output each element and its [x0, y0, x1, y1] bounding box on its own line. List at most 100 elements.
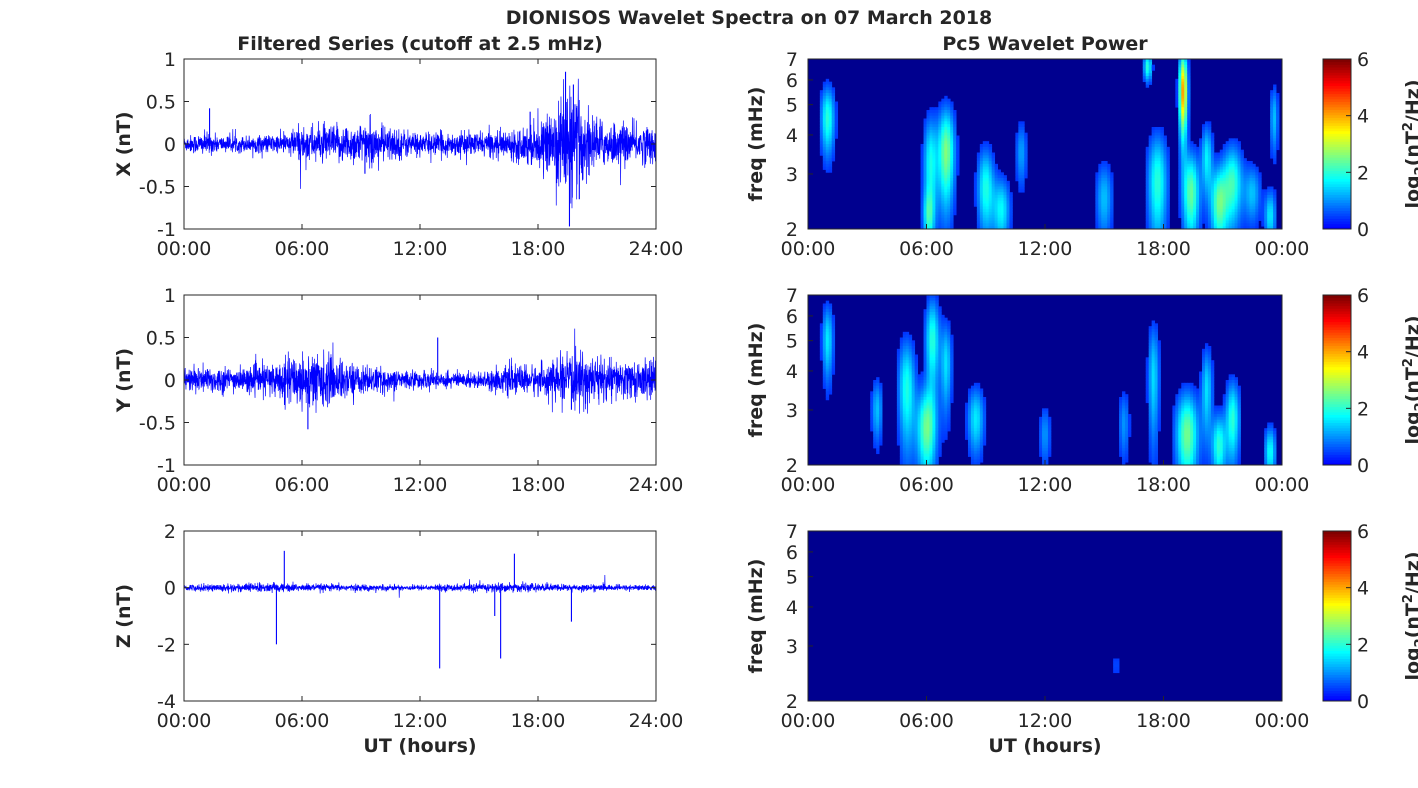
heatmap-cell — [1015, 155, 1019, 159]
heatmap-cell — [822, 166, 827, 170]
heatmap-cell — [908, 346, 913, 350]
heatmap-cell — [1124, 431, 1129, 435]
heatmap-cell — [1172, 442, 1176, 446]
heatmap-cell — [1157, 203, 1161, 207]
colorbar-step — [1323, 96, 1351, 100]
heatmap-cell — [825, 149, 830, 153]
heatmap-cell — [1157, 152, 1161, 156]
heatmap-cell — [822, 306, 827, 310]
heatmap-cell — [1225, 200, 1230, 204]
heatmap-cell — [1178, 431, 1182, 435]
heatmap-cell — [956, 169, 960, 173]
heatmap-cell — [825, 141, 830, 145]
heatmap-cell — [1199, 448, 1203, 452]
heatmap-cell — [1213, 450, 1218, 455]
heatmap-cell — [1225, 152, 1230, 156]
heatmap-cell — [947, 138, 951, 142]
heatmap-cell — [831, 317, 836, 321]
heatmap-cell — [929, 380, 933, 384]
heatmap-cell — [920, 214, 924, 219]
heatmap-cell — [1204, 360, 1209, 364]
heatmap-cell — [976, 214, 981, 219]
heatmap-cell — [911, 374, 916, 378]
heatmap-cell — [1157, 388, 1161, 392]
heatmap-cells — [819, 59, 1280, 230]
heatmap-cell — [899, 382, 904, 387]
heatmap-cell — [1196, 450, 1200, 455]
heatmap-cell — [1151, 385, 1156, 389]
heatmap-cell — [976, 391, 981, 395]
heatmap-cell — [1213, 433, 1218, 438]
heatmap-cell — [1151, 226, 1156, 230]
heatmap-cell — [1207, 391, 1212, 395]
heatmap-cell — [1181, 425, 1185, 429]
heatmap-cell — [932, 124, 936, 128]
heatmap-cell — [926, 163, 930, 168]
heatmap-cell — [1157, 348, 1161, 353]
heatmap-cell — [1178, 129, 1182, 134]
heatmap-cell — [902, 431, 907, 435]
heatmap-cell — [1225, 411, 1230, 415]
heatmap-cell — [950, 368, 954, 372]
heatmap-cell — [1151, 450, 1156, 455]
colorbar-frame — [1322, 58, 1352, 230]
heatmap-cell — [1204, 363, 1209, 367]
heatmap-cell — [1148, 81, 1153, 85]
heatmap-cell — [902, 377, 907, 381]
heatmap-cell — [1110, 195, 1114, 199]
heatmap-cell — [1157, 129, 1161, 134]
heatmap-cell — [1148, 433, 1153, 438]
heatmap-cell — [1210, 453, 1215, 457]
heatmap-cell — [1190, 206, 1194, 210]
heatmap-cell — [1228, 180, 1233, 185]
heatmap-cell — [923, 197, 927, 202]
heatmap-cell — [926, 414, 930, 418]
heatmap-cell — [935, 377, 939, 381]
heatmap-cell — [1228, 385, 1233, 389]
heatmap-cell — [1255, 178, 1259, 182]
heatmap-cell — [1157, 399, 1161, 404]
heatmap-cell — [1024, 163, 1028, 168]
heatmap-cell — [1184, 399, 1188, 404]
heatmap-cell — [1190, 146, 1194, 151]
heatmap-cell — [1045, 419, 1049, 423]
heatmap-cell — [873, 382, 877, 387]
heatmap-cell — [973, 183, 978, 187]
heatmap-cell — [917, 385, 921, 389]
heatmap-cell — [923, 408, 927, 412]
heatmap-cell — [920, 408, 924, 412]
heatmap-cell — [935, 212, 939, 216]
heatmap-cell — [923, 149, 927, 153]
heatmap-cell — [1204, 220, 1209, 224]
heatmap-cell — [1039, 442, 1043, 446]
heatmap-cell — [982, 186, 987, 190]
heatmap-cell — [1166, 161, 1170, 165]
heatmap-cell — [926, 399, 930, 404]
heatmap-cell — [932, 209, 936, 213]
heatmap-cell — [941, 365, 945, 370]
heatmap-cell — [1193, 144, 1197, 148]
heatmap-cell — [929, 209, 933, 213]
heatmap-cell — [1264, 209, 1268, 213]
heatmap-cell — [1199, 445, 1203, 449]
heatmap-cell — [1107, 178, 1111, 182]
heatmap-cell — [944, 118, 948, 122]
heatmap-cell — [953, 110, 957, 114]
heatmap-cell — [938, 408, 942, 412]
heatmap-cell — [947, 223, 951, 227]
heatmap-cell — [1222, 450, 1227, 455]
heatmap-cell — [1175, 394, 1179, 398]
heatmap-cell — [991, 195, 996, 199]
heatmap-cell — [1000, 226, 1004, 230]
heatmap-cell — [1095, 192, 1099, 196]
heatmap-cell — [1196, 152, 1200, 156]
heatmap-cell — [1196, 422, 1200, 426]
heatmap-cell — [941, 385, 945, 389]
heatmap-cell — [1154, 445, 1158, 449]
heatmap-cell — [1145, 189, 1150, 193]
heatmap-cell — [941, 110, 945, 114]
heatmap-cell — [1199, 414, 1203, 418]
heatmap-cell — [935, 146, 939, 151]
heatmap-cell — [994, 209, 998, 213]
heatmap-cell — [947, 107, 951, 111]
